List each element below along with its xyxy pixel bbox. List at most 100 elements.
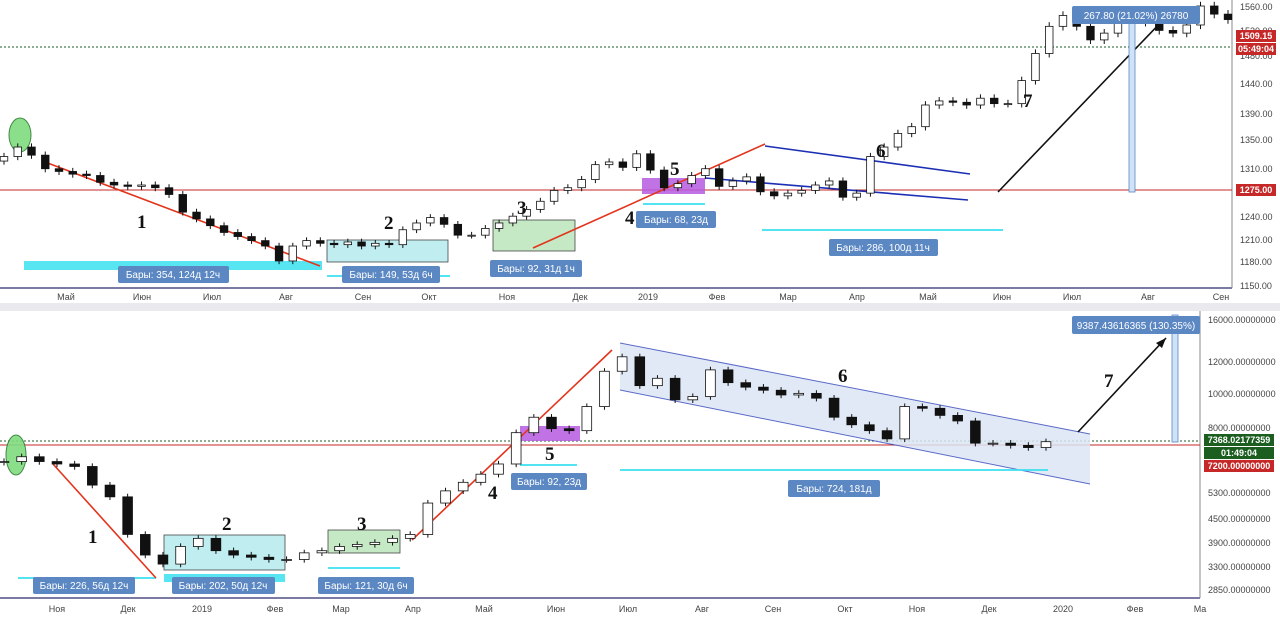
top-candle[interactable]	[659, 169, 669, 189]
top-candle[interactable]	[1003, 103, 1013, 106]
bottom-candle[interactable]	[140, 534, 151, 556]
top-candle[interactable]	[756, 176, 765, 193]
bottom-candle[interactable]	[298, 552, 310, 560]
bottom-candle[interactable]	[1040, 441, 1052, 448]
bottom-candle[interactable]	[952, 415, 963, 422]
bottom-candle[interactable]	[245, 554, 257, 558]
top-measure-bar[interactable]	[1128, 21, 1136, 193]
top-candle[interactable]	[1031, 53, 1040, 81]
bottom-candle[interactable]	[864, 424, 875, 432]
bottom-candle[interactable]	[0, 461, 10, 463]
bottom-candle[interactable]	[563, 428, 575, 432]
top-candle[interactable]	[439, 217, 449, 225]
top-candle[interactable]	[123, 184, 132, 187]
bottom-countdown-tag[interactable]: 01:49:04	[1204, 447, 1274, 459]
bottom-candle[interactable]	[599, 370, 610, 407]
top-candle[interactable]	[769, 191, 779, 197]
top-candle[interactable]	[632, 153, 641, 168]
bottom-bars-label-3[interactable]: Бары: 121, 30д 6ч	[318, 577, 414, 594]
top-candle[interactable]	[261, 240, 270, 247]
top-candle[interactable]	[508, 215, 518, 224]
bottom-candle[interactable]	[581, 406, 593, 432]
bottom-candle[interactable]	[369, 541, 381, 545]
top-candle[interactable]	[962, 101, 971, 106]
bottom-candle[interactable]	[705, 369, 716, 397]
bottom-measure-bar[interactable]	[1171, 314, 1179, 443]
top-candle[interactable]	[976, 97, 985, 106]
top-candle[interactable]	[522, 209, 531, 217]
bottom-level-tag[interactable]: 7200.00000000	[1204, 460, 1274, 472]
bottom-candle[interactable]	[793, 392, 805, 396]
top-candle[interactable]	[1058, 15, 1068, 27]
top-candle[interactable]	[343, 241, 353, 246]
top-candle[interactable]	[646, 153, 655, 171]
top-candle[interactable]	[233, 232, 242, 237]
top-plot-area[interactable]	[0, 0, 1232, 288]
top-candle[interactable]	[494, 222, 504, 229]
top-candle[interactable]	[1045, 25, 1054, 54]
top-candle[interactable]	[1210, 5, 1219, 15]
top-candle[interactable]	[591, 164, 600, 180]
bottom-candle[interactable]	[351, 544, 363, 547]
top-bars-label-4[interactable]: Бары: 68, 23д	[636, 211, 716, 228]
top-candle[interactable]	[935, 100, 944, 106]
bottom-candle[interactable]	[634, 356, 646, 387]
top-candle[interactable]	[536, 200, 545, 210]
bottom-candle[interactable]	[475, 473, 487, 483]
bottom-candle[interactable]	[775, 389, 787, 396]
top-candle[interactable]	[27, 146, 36, 156]
top-candle[interactable]	[866, 156, 875, 194]
top-candle[interactable]	[1168, 30, 1178, 34]
top-candle[interactable]	[742, 176, 751, 182]
top-candle[interactable]	[921, 104, 930, 128]
bottom-candle[interactable]	[899, 406, 910, 440]
top-candle[interactable]	[357, 241, 366, 247]
top-candle[interactable]	[1100, 32, 1109, 41]
top-candle[interactable]	[687, 175, 696, 185]
top-candle[interactable]	[728, 180, 738, 187]
bottom-bars-label-2[interactable]: Бары: 202, 50д 12ч	[172, 577, 275, 594]
bottom-candle[interactable]	[122, 496, 133, 535]
top-candle[interactable]	[701, 168, 710, 176]
bottom-channel-fill[interactable]	[620, 343, 1090, 484]
bottom-trendline-wave1[interactable]	[52, 463, 157, 579]
top-candle[interactable]	[604, 161, 614, 166]
top-candle[interactable]	[467, 234, 476, 237]
top-candle[interactable]	[783, 192, 793, 197]
top-candle[interactable]	[948, 100, 958, 103]
bottom-candle[interactable]	[652, 377, 663, 387]
bottom-candle[interactable]	[546, 416, 557, 430]
bottom-x-axis[interactable]: Ноя Дек 2019 Фев Мар Апр Май Июн Июл Авг…	[49, 604, 1207, 614]
top-candle[interactable]	[990, 97, 999, 105]
top-candle[interactable]	[384, 242, 394, 246]
top-candle[interactable]	[54, 168, 64, 172]
bottom-candle[interactable]	[669, 377, 681, 401]
top-candle[interactable]	[192, 211, 201, 220]
bottom-candle[interactable]	[1005, 442, 1016, 446]
bottom-last-price-tag[interactable]: 7368.02177359	[1204, 434, 1274, 446]
bottom-candle[interactable]	[616, 356, 628, 372]
top-candle[interactable]	[673, 183, 683, 189]
bottom-candle[interactable]	[104, 484, 116, 498]
top-candle[interactable]	[109, 181, 119, 186]
bottom-candle[interactable]	[422, 502, 434, 535]
bottom-candle[interactable]	[881, 430, 893, 440]
bottom-candle[interactable]	[528, 416, 540, 434]
bottom-candle[interactable]	[87, 466, 98, 486]
bottom-candle[interactable]	[493, 463, 504, 475]
top-bars-label-1[interactable]: Бары: 354, 124д 12ч	[118, 266, 229, 283]
top-range-box-2[interactable]	[326, 239, 449, 263]
bottom-bars-label-6[interactable]: Бары: 724, 181д	[788, 480, 880, 497]
top-candle[interactable]	[82, 173, 91, 176]
bottom-bars-label-5[interactable]: Бары: 92, 23д	[511, 473, 587, 490]
bottom-candle[interactable]	[811, 392, 822, 399]
top-candle[interactable]	[412, 222, 421, 231]
top-candle[interactable]	[481, 227, 490, 236]
top-x-axis[interactable]: Май Июн Июл Авг Сен Окт Ноя Дек 2019 Фев…	[57, 292, 1229, 302]
top-candle[interactable]	[852, 192, 861, 198]
top-bars-label-6[interactable]: Бары: 286, 100д 11ч	[829, 239, 938, 256]
bottom-candle[interactable]	[846, 416, 857, 426]
top-candle[interactable]	[329, 242, 339, 246]
top-candle[interactable]	[302, 240, 311, 247]
